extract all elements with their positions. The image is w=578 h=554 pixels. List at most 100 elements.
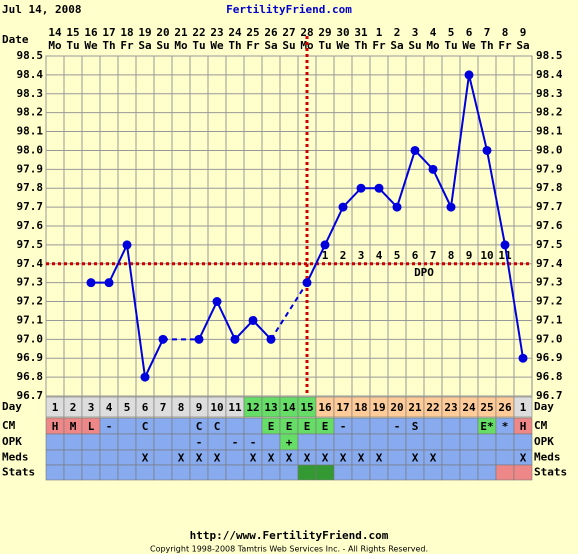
- date-label: 23: [210, 26, 223, 39]
- temperature-point: [392, 202, 402, 212]
- cell-text: L: [88, 420, 95, 433]
- y-tick-label-right: 98.2: [536, 106, 563, 119]
- temperature-point: [518, 353, 528, 363]
- date-label: 2: [394, 26, 401, 39]
- table-cell: [63, 433, 83, 451]
- x-axis-label: Date: [2, 33, 29, 46]
- y-tick-label: 97.5: [17, 238, 44, 251]
- table-cell: [171, 464, 191, 481]
- weekday-label: Tu: [444, 39, 457, 52]
- cell-text: -: [196, 436, 203, 449]
- y-tick-label: 97.3: [17, 276, 44, 289]
- cell-text: M: [70, 420, 77, 433]
- table-cell: [171, 417, 191, 435]
- cell-text: 21: [408, 401, 422, 414]
- y-tick-label-right: 97.8: [536, 181, 563, 194]
- weekday-label: We: [84, 39, 98, 52]
- weekday-label: Su: [408, 39, 421, 52]
- temperature-point: [140, 372, 150, 382]
- cell-text: X: [376, 452, 383, 465]
- stat-marker: [317, 466, 333, 479]
- cell-text: 9: [196, 401, 203, 414]
- weekday-label: Su: [282, 39, 295, 52]
- table-cell: [81, 433, 101, 451]
- table-cell: [423, 464, 443, 481]
- cell-text: C: [142, 420, 149, 433]
- dpo-label: DPO: [414, 266, 434, 279]
- stat-marker: [497, 466, 513, 479]
- table-cell: [45, 449, 65, 466]
- cell-text: X: [304, 452, 311, 465]
- table-cell: [369, 433, 389, 451]
- dpo-number: 9: [466, 249, 473, 262]
- table-cell: [63, 464, 83, 481]
- table-cell: [477, 433, 497, 451]
- table-cell: [351, 464, 371, 481]
- table-cell: [117, 464, 137, 481]
- row-label: Meds: [2, 451, 29, 464]
- y-tick-label-right: 98.5: [536, 49, 563, 62]
- date-label: 30: [336, 26, 349, 39]
- table-cell: [63, 449, 83, 466]
- cell-text: 6: [142, 401, 149, 414]
- temperature-point: [446, 202, 456, 212]
- table-cell: [495, 449, 515, 466]
- table-cell: [243, 417, 263, 435]
- y-tick-label: 97.9: [17, 162, 44, 175]
- date-label: 22: [192, 26, 205, 39]
- dpo-number: 5: [394, 249, 401, 262]
- weekday-label: Sa: [516, 39, 529, 52]
- y-tick-label-right: 98.3: [536, 87, 563, 100]
- table-cell: [99, 464, 119, 481]
- cell-text: 12: [246, 401, 259, 414]
- temperature-point: [248, 315, 258, 325]
- table-cell: [387, 464, 407, 481]
- cell-text: X: [250, 452, 257, 465]
- weekday-label: Th: [354, 39, 367, 52]
- cell-text: -: [340, 420, 347, 433]
- table-cell: [459, 449, 479, 466]
- table-cell: [513, 396, 533, 418]
- cell-text: 19: [372, 401, 385, 414]
- weekday-label: Fr: [372, 39, 386, 52]
- table-cell: [225, 464, 245, 481]
- date-label: 28: [300, 26, 313, 39]
- dpo-number: 4: [376, 249, 383, 262]
- table-cell: [477, 464, 497, 481]
- table-cell: [459, 433, 479, 451]
- temperature-point: [356, 183, 366, 193]
- y-tick-label: 97.1: [17, 313, 44, 326]
- chart-date: Jul 14, 2008: [2, 3, 81, 16]
- table-cell: [153, 464, 173, 481]
- cell-text: X: [214, 452, 221, 465]
- gap-connector: [270, 282, 308, 340]
- row-label-right: Day: [534, 400, 554, 413]
- weekday-label: Tu: [66, 39, 79, 52]
- row-label: CM: [2, 419, 16, 432]
- cell-text: 11: [228, 401, 242, 414]
- y-tick-label: 98.4: [17, 68, 44, 81]
- y-tick-label: 98.3: [17, 87, 44, 100]
- table-cell: [423, 417, 443, 435]
- table-cell: [369, 464, 389, 481]
- cell-text: X: [430, 452, 437, 465]
- cell-text: 2: [70, 401, 77, 414]
- temperature-point: [212, 297, 222, 307]
- y-tick-label-right: 97.6: [536, 219, 563, 232]
- date-label: 19: [138, 26, 151, 39]
- cell-text: X: [286, 452, 293, 465]
- table-cell: [441, 449, 461, 466]
- y-tick-label: 98.1: [17, 125, 44, 138]
- dpo-number: 3: [358, 249, 365, 262]
- temperature-point: [428, 164, 438, 174]
- cell-text: *: [502, 420, 509, 433]
- cell-text: 5: [124, 401, 131, 414]
- table-cell: [387, 449, 407, 466]
- temperature-point: [482, 145, 492, 155]
- cell-text: 20: [390, 401, 403, 414]
- y-tick-label: 97.8: [17, 181, 44, 194]
- y-tick-label: 97.7: [17, 200, 44, 213]
- date-label: 5: [448, 26, 455, 39]
- cell-text: E: [268, 420, 275, 433]
- weekday-label: Su: [156, 39, 169, 52]
